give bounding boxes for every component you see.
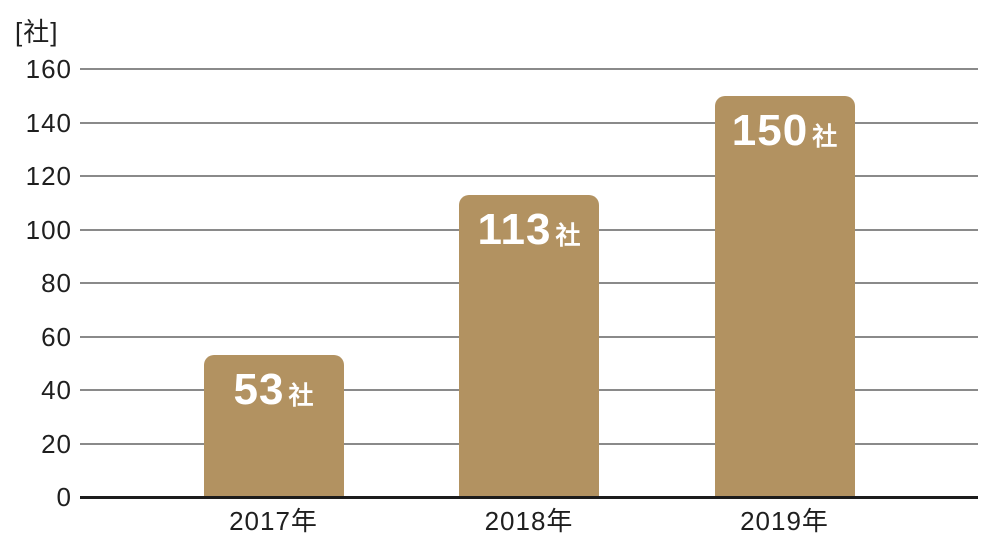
y-axis-unit-label: [社] (15, 17, 59, 47)
y-tick-label-140: 140 (25, 107, 72, 138)
bar-value-suffix: 社 (555, 221, 581, 250)
gridline-160 (80, 68, 978, 70)
bar-value-number: 150 (731, 105, 809, 155)
bar-value-number: 113 (477, 204, 552, 254)
x-axis-label-2018: 2018年 (484, 506, 574, 536)
bar-value-number: 53 (233, 365, 285, 415)
gridline-140 (80, 121, 978, 124)
y-tick-label-80: 80 (41, 268, 72, 298)
gridline-120 (80, 175, 978, 177)
y-tick-label-0: 0 (56, 482, 72, 512)
bar-value-label-2017: 53 社 (204, 365, 344, 415)
y-tick-label-20: 20 (41, 428, 72, 459)
bar-2019: 150 社 (714, 95, 855, 497)
y-tick-label-120: 120 (25, 161, 72, 191)
bar-2017: 53 社 (203, 355, 344, 497)
bar-value-label-2019: 150 社 (715, 106, 855, 156)
y-tick-label-100: 100 (25, 214, 72, 245)
bar-2018: 113 社 (459, 194, 599, 497)
bar-value-label-2018: 113 社 (459, 205, 599, 255)
x-axis-label-2017: 2017年 (229, 506, 318, 536)
y-tick-label-40: 40 (41, 375, 72, 405)
y-tick-label-60: 60 (41, 321, 72, 352)
bar-value-suffix: 社 (288, 382, 314, 411)
x-axis-label-2019: 2019年 (740, 506, 829, 536)
y-tick-label-160: 160 (25, 54, 72, 84)
x-axis-baseline (80, 495, 978, 499)
bar-value-suffix: 社 (812, 122, 838, 151)
